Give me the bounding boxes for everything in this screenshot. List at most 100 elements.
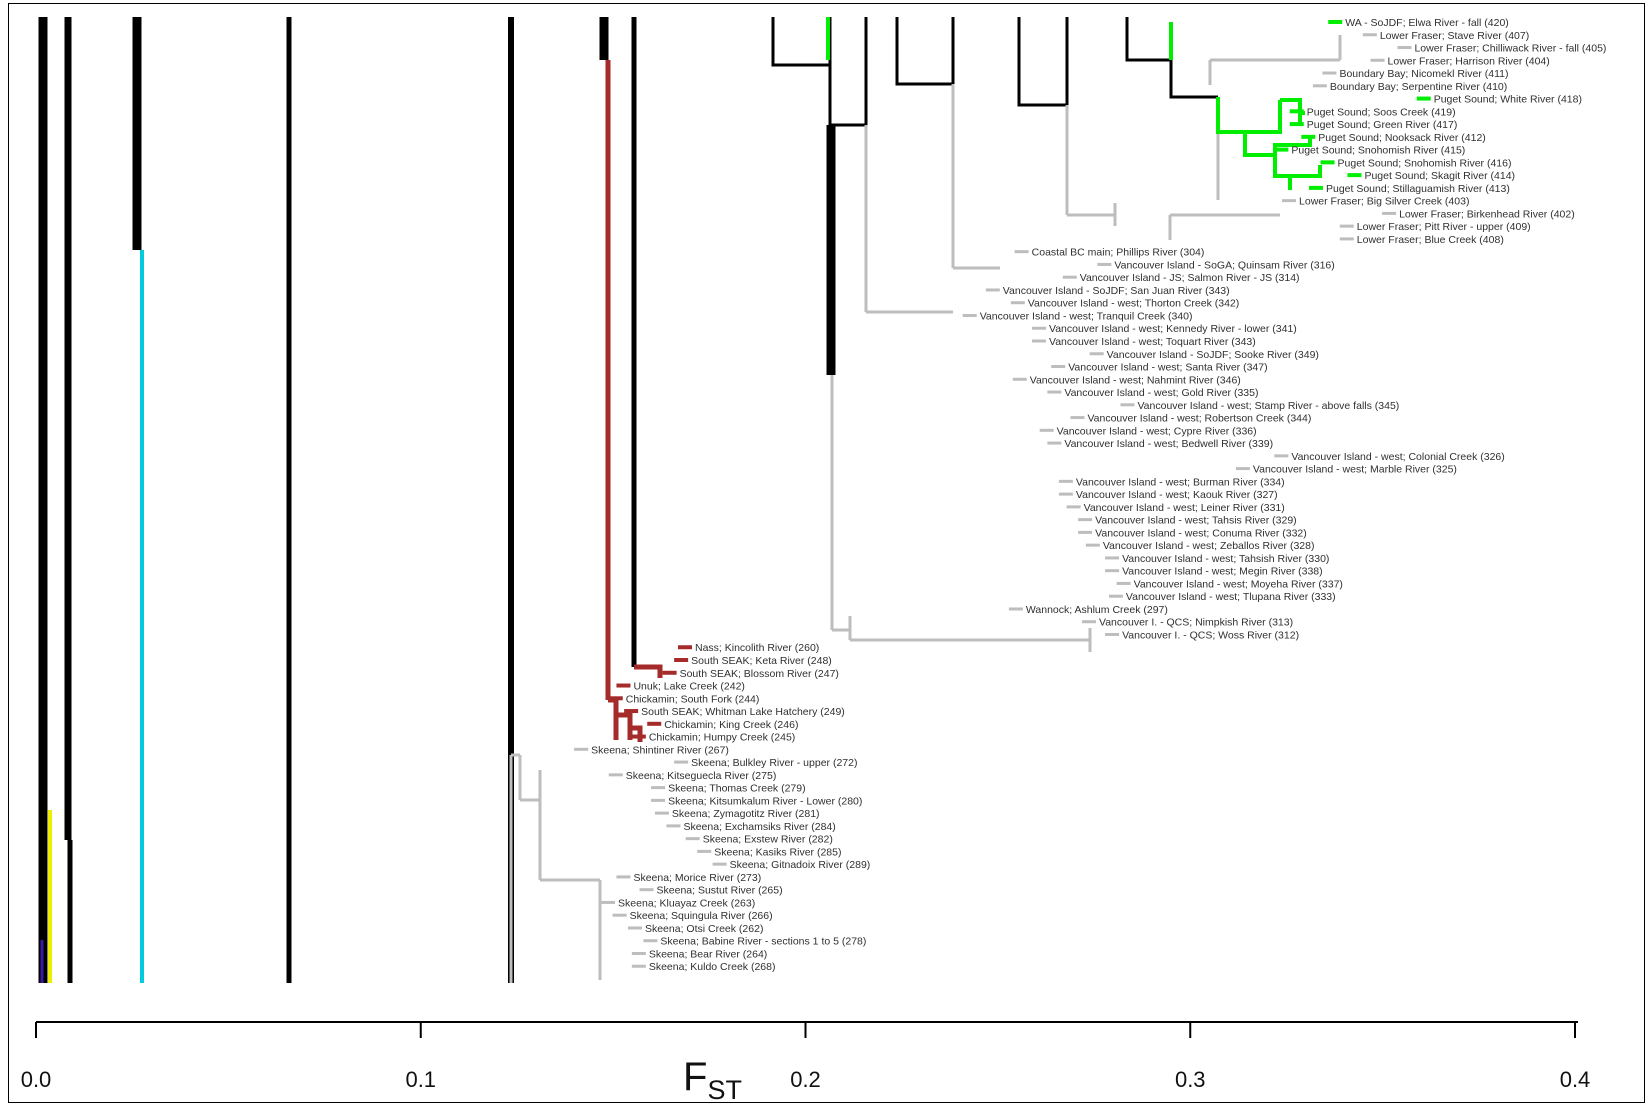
leaf-label: Vancouver I. - QCS; Woss River (312) <box>1122 629 1299 641</box>
leaf-label: Vancouver Island - west; Zeballos River … <box>1103 540 1315 552</box>
fst-axis: 0.0 0.1 0.2 0.3 0.4 FST <box>21 1021 1591 1105</box>
leaf-label: South SEAK; Keta River (248) <box>691 655 832 667</box>
leaf-label: Skeena; Kluayaz Creek (263) <box>618 897 755 909</box>
axis-title-main: F <box>683 1055 707 1099</box>
leaf-label: Skeena; Zymagotitz River (281) <box>672 808 820 820</box>
leaf-label: Lower Fraser; Chilliwack River - fall (4… <box>1414 43 1606 55</box>
axis-tick-label: 0.3 <box>1175 1067 1206 1092</box>
leaf-label: Lower Fraser; Blue Creek (408) <box>1357 234 1504 246</box>
leaf-label: Skeena; Babine River - sections 1 to 5 (… <box>660 936 866 948</box>
leaf-branch-group <box>574 20 1431 968</box>
bracket <box>771 17 832 67</box>
bracket <box>895 17 955 86</box>
leaf-label: South SEAK; Blossom River (247) <box>680 668 839 680</box>
leaf-label: Boundary Bay; Nicomekl River (411) <box>1339 68 1508 80</box>
leaf-label: Vancouver Island - west; Megin River (33… <box>1122 566 1323 578</box>
leaf-label: Lower Fraser; Stave River (407) <box>1380 30 1529 42</box>
axis-tick-label: 0.0 <box>21 1067 52 1092</box>
leaf-label: Skeena; Kuldo Creek (268) <box>649 961 776 973</box>
leaf-label: Nass; Kincolith River (260) <box>695 642 819 654</box>
leaf-label: Vancouver Island - west; Stamp River - a… <box>1137 400 1399 412</box>
leaf-label: Skeena; Bear River (264) <box>649 948 767 960</box>
leaf-label: Lower Fraser; Big Silver Creek (403) <box>1299 196 1469 208</box>
leaf-label: Skeena; Kasiks River (285) <box>714 846 841 858</box>
leaf-label: Puget Sound; Stillaguamish River (413) <box>1326 183 1510 195</box>
leaf-label: Vancouver Island - west; Tranquil Creek … <box>980 310 1193 322</box>
leaf-label: Lower Fraser; Pitt River - upper (409) <box>1357 221 1531 233</box>
leaf-label: Wannock; Ashlum Creek (297) <box>1026 604 1168 616</box>
leaf-label: Vancouver Island - west; Marble River (3… <box>1253 464 1457 476</box>
leaf-label: Puget Sound; Skagit River (414) <box>1364 170 1515 182</box>
leaf-label: Skeena; Squingula River (266) <box>630 910 773 922</box>
branch-maroon <box>634 664 663 672</box>
leaf-label: Vancouver Island - west; Nahmint River (… <box>1030 374 1241 386</box>
axis-title: FST <box>683 1055 742 1105</box>
leaf-label: Puget Sound; Snohomish River (415) <box>1291 145 1465 157</box>
bracket <box>1125 17 1171 62</box>
leaf-label: Puget Sound; Nooksack River (412) <box>1318 132 1486 144</box>
leaf-label-group: WA - SoJDF; Elwa River - fall (420)Lower… <box>591 17 1606 973</box>
leaf-label: Vancouver Island - west; Kennedy River -… <box>1049 323 1297 335</box>
leaf-label: Skeena; Kitseguecla River (275) <box>626 770 777 782</box>
leaf-label: Vancouver Island - west; Santa River (34… <box>1068 362 1267 374</box>
leaf-label: Vancouver Island - west; Tahsish River (… <box>1122 553 1329 565</box>
leaf-label: Lower Fraser; Birkenhead River (402) <box>1399 208 1575 220</box>
leaf-label: Skeena; Shintiner River (267) <box>591 744 729 756</box>
leaf-label: Boundary Bay; Serpentine River (410) <box>1330 81 1507 93</box>
leaf-label: Skeena; Thomas Creek (279) <box>668 783 806 795</box>
leaf-label: Skeena; Morice River (273) <box>633 872 761 884</box>
leaf-label: South SEAK; Whitman Lake Hatchery (249) <box>641 706 845 718</box>
branch-green <box>1245 100 1282 134</box>
leaf-label: Vancouver Island - west; Toquart River (… <box>1049 336 1256 348</box>
leaf-label: Skeena; Otsi Creek (262) <box>645 923 763 935</box>
branch-maroon <box>616 712 633 740</box>
leaf-label: Skeena; Exchamsiks River (284) <box>683 821 835 833</box>
leaf-label: Vancouver Island - west; Conuma River (3… <box>1095 527 1307 539</box>
leaf-label: Unuk; Lake Creek (242) <box>633 681 744 693</box>
leaf-label: Vancouver Island - west; Cypre River (33… <box>1057 425 1257 437</box>
leaf-label: Puget Sound; Soos Creek (419) <box>1307 106 1456 118</box>
leaf-label: Vancouver Island - west; Burman River (3… <box>1076 476 1285 488</box>
leaf-label: Vancouver Island - west; Kaouk River (32… <box>1076 489 1278 501</box>
leaf-label: Puget Sound; Snohomish River (416) <box>1338 157 1512 169</box>
leaf-label: Vancouver I. - QCS; Nimpkish River (313) <box>1099 617 1293 629</box>
leaf-label: Chickamin; King Creek (246) <box>664 719 798 731</box>
leaf-label: Chickamin; Humpy Creek (245) <box>649 732 795 744</box>
leaf-label: Vancouver Island - SoJDF; San Juan River… <box>1003 285 1230 297</box>
leaf-label: Skeena; Bulkley River - upper (272) <box>691 757 857 769</box>
leaf-label: Vancouver Island - west; Tahsis River (3… <box>1095 515 1297 527</box>
bracket <box>828 17 868 127</box>
leaf-label: Vancouver Island - west; Bedwell River (… <box>1064 438 1273 450</box>
leaf-label: WA - SoJDF; Elwa River - fall (420) <box>1345 17 1509 29</box>
leaf-label: Vancouver Island - west; Colonial Creek … <box>1291 451 1504 463</box>
leaf-label: Puget Sound; Green River (417) <box>1307 119 1458 131</box>
leaf-label: Vancouver Island - west; Moyeha River (3… <box>1134 578 1343 590</box>
leaf-label: Skeena; Sustut River (265) <box>657 885 783 897</box>
leaf-label: Vancouver Island - JS; Salmon River - JS… <box>1080 272 1300 284</box>
leaf-label: Vancouver Island - west; Tlupana River (… <box>1126 591 1336 603</box>
leaf-label: Chickamin; South Fork (244) <box>626 693 760 705</box>
axis-tick-label: 0.1 <box>405 1067 436 1092</box>
axis-title-sub: ST <box>707 1075 742 1105</box>
leaf-label: Skeena; Gitnadoix River (289) <box>730 859 871 871</box>
branch-green <box>1290 165 1322 178</box>
leaf-label: Vancouver Island - west; Robertson Creek… <box>1087 413 1311 425</box>
leaf-label: Coastal BC main; Phillips River (304) <box>1032 247 1205 259</box>
leaf-label: Vancouver Island - SoGA; Quinsam River (… <box>1114 259 1334 271</box>
leaf-label: Lower Fraser; Harrison River (404) <box>1388 55 1550 67</box>
bracket <box>1169 60 1218 99</box>
axis-ticks: 0.0 0.1 0.2 0.3 0.4 <box>21 1022 1591 1092</box>
leaf-label: Skeena; Kitsumkalum River - Lower (280) <box>668 795 862 807</box>
leaf-label: Vancouver Island - SoJDF; Sooke River (3… <box>1107 349 1319 361</box>
branch-green <box>1273 155 1292 190</box>
bracket <box>1017 17 1069 107</box>
leaf-label: Vancouver Island - west; Thorton Creek (… <box>1028 298 1239 310</box>
axis-tick-label: 0.4 <box>1560 1067 1591 1092</box>
leaf-label: Vancouver Island - west; Gold River (335… <box>1064 387 1258 399</box>
leaf-label: Skeena; Exstew River (282) <box>703 834 833 846</box>
leaf-label: Puget Sound; White River (418) <box>1434 94 1582 106</box>
figure-frame <box>8 3 1645 1103</box>
branch-maroon <box>608 697 619 740</box>
leaf-label: Vancouver Island - west; Leiner River (3… <box>1084 502 1285 514</box>
